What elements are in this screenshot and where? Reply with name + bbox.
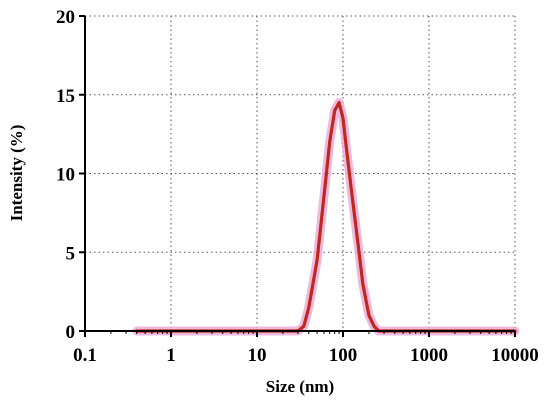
y-tick-label: 15 <box>56 86 75 107</box>
x-tick-label: 1 <box>166 345 176 366</box>
y-tick-label: 5 <box>66 243 76 264</box>
series-error-band <box>132 98 520 336</box>
x-tick-label: 10 <box>248 345 267 366</box>
y-tick-label: 10 <box>56 165 75 186</box>
y-tick-label: 0 <box>66 322 76 343</box>
x-tick-label: 100 <box>329 345 358 366</box>
grid-lines <box>85 15 516 331</box>
series-layer <box>132 98 520 336</box>
x-tick-label: 0.1 <box>73 345 97 366</box>
y-axis-title: Intensity (%) <box>7 125 26 222</box>
x-tick-label: 10000 <box>491 345 539 366</box>
x-tick-label: 1000 <box>410 345 448 366</box>
ticks: 0.1 1 10 100 1000 10000 0 5 10 15 20 <box>56 7 539 366</box>
y-tick-label: 20 <box>56 7 75 28</box>
x-axis-title: Size (nm) <box>266 377 334 396</box>
